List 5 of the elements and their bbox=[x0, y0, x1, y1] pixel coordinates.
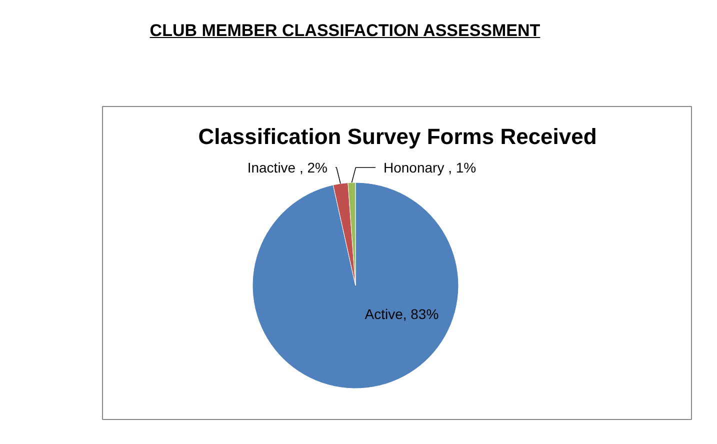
text: CLUB MEMBER CLASSIFACTION ASSESSMENT bbox=[148, 20, 542, 42]
slice-label: Active, 83% bbox=[364, 306, 439, 322]
slice-label: Hononary , 1% bbox=[384, 160, 476, 176]
slice-label: Inactive , 2% bbox=[247, 160, 328, 176]
chart-title: Classification Survey Forms Received bbox=[198, 124, 597, 149]
